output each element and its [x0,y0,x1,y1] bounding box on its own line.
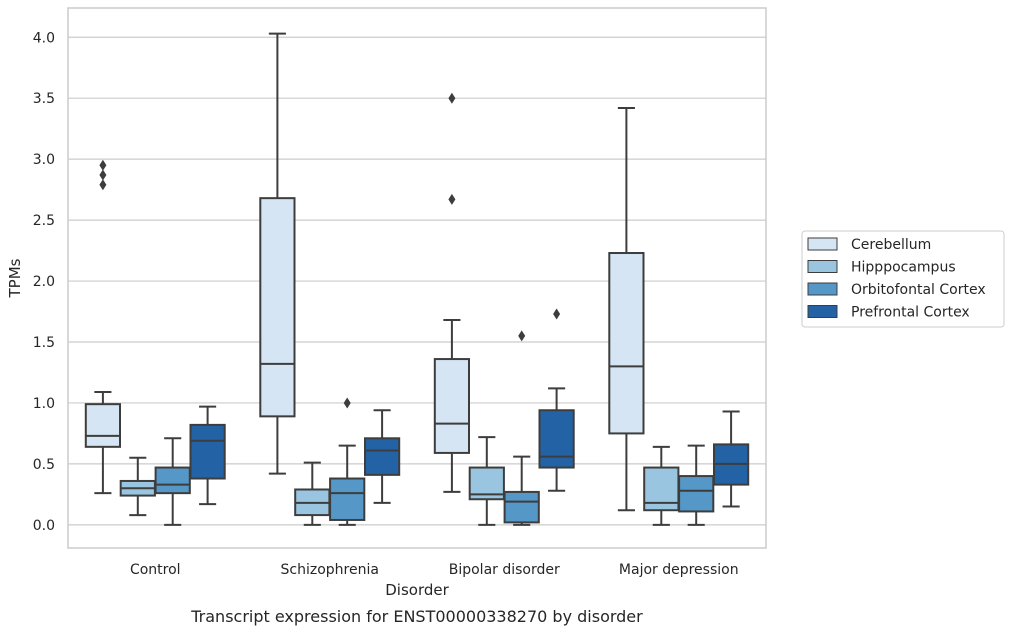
box [189,423,226,480]
box-group [154,437,191,526]
box [329,477,366,521]
x-tick-label: Control [130,562,181,578]
outlier-point [99,169,107,181]
box-group [294,461,331,526]
plot-frame [67,7,767,549]
outlier-point [448,193,456,205]
box [678,475,715,513]
box-group [608,106,645,512]
chart-caption: Transcript expression for ENST0000033827… [190,607,643,626]
x-axis-title: Disorder [385,581,449,599]
y-tick-label: 2.0 [33,274,55,290]
y-axis-title: TPMs [6,258,24,298]
box-group [538,308,575,492]
outlier-point [518,330,526,342]
outlier-point [99,179,107,191]
legend-frame [801,230,1005,328]
outlier-point [343,397,351,409]
box-group [119,456,156,517]
legend-swatch [807,305,838,318]
y-tick-label: 4.0 [33,30,55,46]
legend-label: Orbitofontal Cortex [851,282,986,298]
legend: Cerebellum Hipppocampus Orbitofontal Corte… [801,230,1005,328]
y-tick-label: 3.5 [33,91,55,107]
box [538,409,575,469]
outlier-point [99,159,107,171]
x-tick-label: Bipolar disorder [449,562,560,578]
legend-label: Prefrontal Cortex [851,305,970,321]
box-group [433,92,471,493]
legend-swatch [807,282,838,296]
box-group [643,445,680,526]
y-tick-labels: 0.0 0.5 1.0 1.5 2.0 2.5 3.0 3.5 4.0 [33,30,55,534]
y-gridlines [68,36,766,526]
legend-swatch [807,237,838,251]
box-group [363,409,401,504]
box [363,437,401,476]
box-group [259,32,296,475]
box [433,358,471,454]
legend-swatch [807,260,838,273]
outlier-point [553,308,561,320]
box-group [84,159,122,495]
y-tick-label: 2.5 [33,213,55,229]
box-group [329,397,366,526]
y-tick-label: 1.5 [33,335,55,351]
box-group [678,444,715,526]
legend-label: Hipppocampus [851,260,956,276]
outlier-point [448,92,456,104]
y-tick-label: 3.0 [33,152,55,168]
y-tick-label: 0.0 [33,518,55,534]
box [154,466,191,495]
box-group [468,436,505,526]
box-group [189,405,226,506]
box-group [503,330,540,526]
legend-label: Cerebellum [851,237,931,253]
box [503,490,540,524]
box [608,252,645,435]
y-tick-label: 1.0 [33,396,55,412]
y-tick-label: 0.5 [33,457,55,473]
x-tick-label: Schizophrenia [281,562,379,578]
box-group [712,410,750,508]
x-tick-label: Major depression [619,562,739,578]
box-plot-area [84,32,750,526]
box [259,197,296,418]
x-tick-labels: Control Schizophrenia Bipolar disorder Majo… [130,562,739,578]
box [84,403,122,448]
